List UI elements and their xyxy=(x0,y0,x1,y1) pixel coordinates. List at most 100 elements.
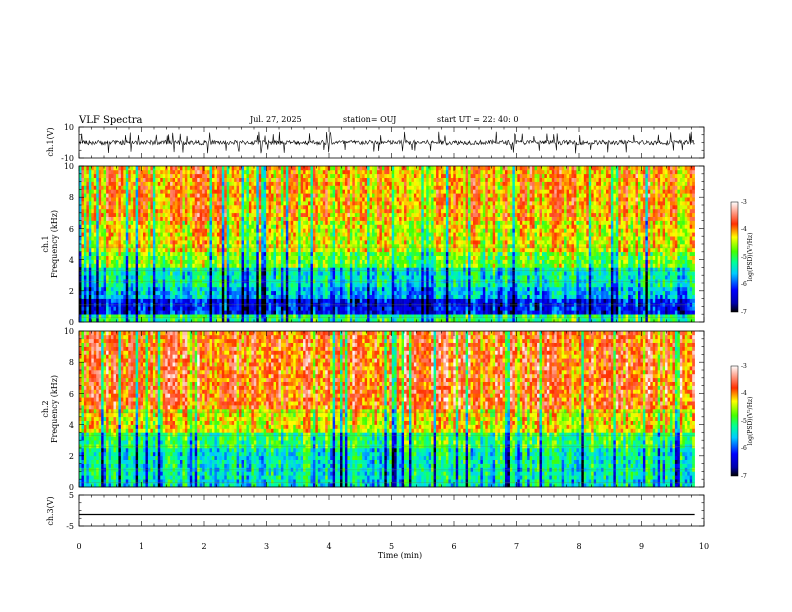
spectrogram-cell xyxy=(224,248,227,252)
spectrogram-cell xyxy=(128,228,131,232)
spectrogram-cell xyxy=(375,221,378,225)
spectrogram-cell xyxy=(306,314,309,318)
spectrogram-cell xyxy=(168,299,171,303)
spectrogram-cell xyxy=(278,310,281,314)
spectrogram-cell xyxy=(355,197,358,201)
spectrogram-cell xyxy=(271,217,274,221)
spectrogram-cell xyxy=(86,271,89,275)
spectrogram-cell xyxy=(81,306,84,310)
spectrogram-cell xyxy=(291,244,294,248)
spectrogram-cell xyxy=(104,228,107,232)
spectrogram-cell xyxy=(205,182,208,186)
spectrogram-cell xyxy=(352,225,355,229)
spectrogram-cell xyxy=(111,260,114,264)
spectrogram-cell xyxy=(259,221,262,225)
spectrogram-cell xyxy=(338,314,341,318)
spectrogram-cell xyxy=(101,248,104,252)
spectrogram-cell xyxy=(325,295,328,299)
spectrogram-cell xyxy=(106,209,109,213)
spectrogram-cell xyxy=(315,310,318,314)
spectrogram-cell xyxy=(365,252,368,256)
spectrogram-cell xyxy=(266,252,269,256)
spectrogram-cell xyxy=(242,174,245,178)
spectrogram-cell xyxy=(212,178,215,182)
spectrogram-cell xyxy=(301,291,304,295)
spectrogram-cell xyxy=(217,221,220,225)
spectrogram-cell xyxy=(256,260,259,264)
spectrogram-cell xyxy=(86,186,89,190)
spectrogram-cell xyxy=(256,275,259,279)
spectrogram-cell xyxy=(158,252,161,256)
spectrogram-cell xyxy=(377,291,380,295)
spectrogram-cell xyxy=(104,256,107,260)
spectrogram-cell xyxy=(163,256,166,260)
spectrogram-cell xyxy=(298,217,301,221)
spectrogram-cell xyxy=(116,189,119,193)
spectrogram-cell xyxy=(278,228,281,232)
spectrogram-cell xyxy=(345,166,348,170)
spectrogram-cell xyxy=(362,287,365,291)
spectrogram-cell xyxy=(288,287,291,291)
spectrogram-cell xyxy=(180,193,183,197)
spectrogram-cell xyxy=(89,225,92,229)
spectrogram-cell xyxy=(360,295,363,299)
spectrogram-cell xyxy=(318,197,321,201)
spectrogram-cell xyxy=(274,267,277,271)
spectrogram-cell xyxy=(106,240,109,244)
spectrogram-cell xyxy=(133,174,136,178)
spectrogram-cell xyxy=(286,197,289,201)
spectrogram-cell xyxy=(320,182,323,186)
spectrogram-cell xyxy=(345,283,348,287)
spectrogram-cell xyxy=(251,221,254,225)
spectrogram-cell xyxy=(185,178,188,182)
spectrogram-cell xyxy=(185,174,188,178)
spectrogram-cell xyxy=(160,291,163,295)
spectrogram-cell xyxy=(128,201,131,205)
spectrogram-cell xyxy=(195,287,198,291)
spectrogram-cell xyxy=(357,310,360,314)
spectrogram-cell xyxy=(232,306,235,310)
spectrogram-cell xyxy=(126,314,129,318)
spectrogram-cell xyxy=(173,197,176,201)
spectrogram-cell xyxy=(222,299,225,303)
spectrogram-cell xyxy=(298,232,301,236)
spectrogram-cell xyxy=(251,182,254,186)
spectrogram-cell xyxy=(104,221,107,225)
spectrogram-cell xyxy=(153,217,156,221)
spectrogram-cell xyxy=(293,178,296,182)
spectrogram-cell xyxy=(126,275,129,279)
spectrogram-cell xyxy=(81,178,84,182)
spectrogram-cell xyxy=(94,244,97,248)
spectrogram-cell xyxy=(330,264,333,268)
spectrogram-cell xyxy=(207,228,210,232)
spectrogram-cell xyxy=(222,228,225,232)
spectrogram-cell xyxy=(281,260,284,264)
spectrogram-cell xyxy=(219,186,222,190)
spectrogram-cell xyxy=(254,271,257,275)
spectrogram-cell xyxy=(313,306,316,310)
spectrogram-cell xyxy=(145,267,148,271)
spectrogram-cell xyxy=(133,186,136,190)
spectrogram-cell xyxy=(155,275,158,279)
spectrogram-cell xyxy=(239,217,242,221)
spectrogram-cell xyxy=(109,232,112,236)
spectrogram-cell xyxy=(163,287,166,291)
spectrogram-cell xyxy=(288,225,291,229)
spectrogram-cell xyxy=(271,174,274,178)
spectrogram-cell xyxy=(293,248,296,252)
spectrogram-cell xyxy=(219,201,222,205)
spectrogram-cell xyxy=(259,217,262,221)
spectrogram-cell xyxy=(342,252,345,256)
spectrogram-cell xyxy=(126,174,129,178)
spectrogram-cell xyxy=(141,225,144,229)
spectrogram-cell xyxy=(261,209,264,213)
spectrogram-cell xyxy=(121,197,124,201)
spectrogram-cell xyxy=(365,244,368,248)
spectrogram-cell xyxy=(212,252,215,256)
spectrogram-cell xyxy=(333,193,336,197)
spectrogram-cell xyxy=(239,306,242,310)
spectrogram-cell xyxy=(259,271,262,275)
spectrogram-cell xyxy=(148,166,151,170)
spectrogram-cell xyxy=(192,287,195,291)
spectrogram-cell xyxy=(335,228,338,232)
